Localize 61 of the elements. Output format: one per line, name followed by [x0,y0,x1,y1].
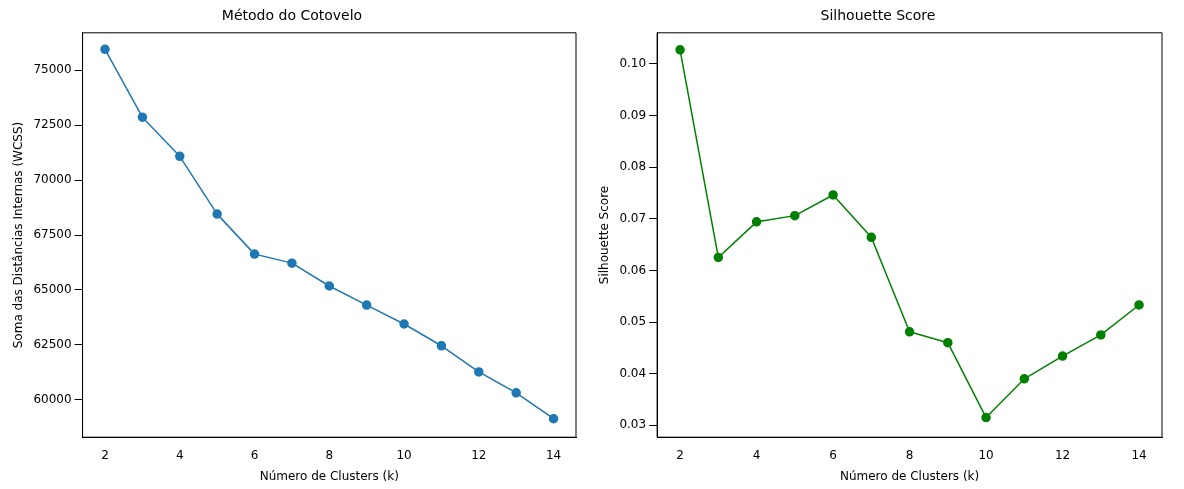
y-tick-label: 70000 [33,172,72,187]
point [981,412,991,423]
point [175,151,185,162]
chart-title: Método do Cotovelo [221,7,363,24]
point [436,341,447,351]
point [1057,351,1068,361]
point [751,217,762,227]
point [548,413,559,424]
y-tick-label: 75000 [33,62,72,77]
y-tick-label: 0.09 [619,107,647,122]
x-tick-label: 6 [829,447,837,462]
y-tick-label: 0.04 [619,365,647,380]
y-tick-label: 0.10 [619,55,647,70]
point [100,44,110,55]
y-tick-label: 0.06 [619,262,647,277]
x-tick-label: 12 [471,447,487,462]
y-tick-label: 67500 [33,227,72,242]
y-tick-label: 0.03 [619,417,647,432]
x-tick-label: 14 [545,447,562,462]
point [675,45,685,55]
point [137,112,148,122]
point [399,319,409,329]
point [511,388,521,398]
x-tick-label: 2 [676,447,684,462]
point [1019,374,1030,384]
x-tick-label: 8 [905,447,914,462]
y-tick-label: 0.08 [619,159,647,174]
x-tick-label: 8 [325,447,334,462]
point [828,190,838,200]
point [713,252,724,263]
x-tick-label: 6 [250,447,259,462]
point [1134,300,1144,310]
chart-title: Silhouette Score [820,7,936,24]
y-axis-title: Silhouette Score [597,185,612,285]
x-tick-label: 10 [396,447,412,462]
point [324,281,335,291]
point [287,258,297,268]
point [212,209,222,219]
x-tick-label: 2 [101,447,109,462]
point [474,367,484,377]
x-axis-title: Número de Clusters (k) [259,468,399,483]
y-tick-label: 65000 [33,282,72,297]
y-tick-label: 60000 [33,391,72,406]
point [249,249,260,259]
x-tick-label: 14 [1131,447,1147,462]
x-tick-label: 4 [752,447,761,462]
point [866,232,877,243]
x-tick-label: 4 [175,447,184,462]
y-tick-label: 0.05 [619,314,647,329]
point [361,300,372,310]
y-tick-label: 0.07 [619,210,647,225]
point [790,210,800,221]
point [1096,330,1106,340]
point [904,327,915,337]
point [943,337,953,348]
x-tick-label: 10 [978,447,994,462]
x-axis-title: Número de Clusters (k) [839,468,980,483]
y-axis-title: Soma das Distâncias Internas (WCSS) [11,121,26,349]
y-tick-label: 72500 [33,117,72,132]
y-tick-label: 62500 [33,337,72,352]
x-tick-label: 12 [1054,447,1071,462]
